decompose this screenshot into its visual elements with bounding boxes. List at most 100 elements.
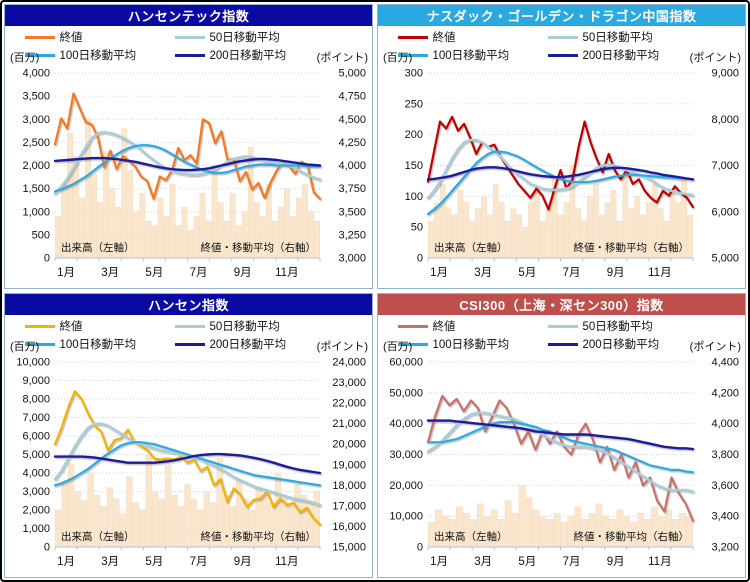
left-axis-unit-label: (百万): [383, 52, 413, 64]
svg-text:15,000: 15,000: [332, 542, 366, 554]
svg-text:8,000: 8,000: [22, 394, 50, 406]
svg-text:5月: 5月: [145, 267, 163, 279]
svg-text:19,000: 19,000: [332, 459, 366, 471]
svg-text:4,400: 4,400: [711, 357, 739, 369]
svg-text:21,000: 21,000: [332, 418, 366, 430]
svg-text:9月: 9月: [607, 267, 625, 279]
svg-text:10,000: 10,000: [16, 357, 50, 369]
svg-text:9月: 9月: [234, 556, 252, 568]
svg-text:11月: 11月: [275, 556, 298, 568]
close-line-swatch: [24, 324, 55, 328]
legend-area: (百万) 終値 50日移動平均 100日移動平均 200日移動平均 (ポイント): [5, 315, 372, 355]
svg-text:3,400: 3,400: [711, 511, 739, 523]
svg-text:23,000: 23,000: [332, 377, 366, 389]
legend-label: 100日移動平均: [432, 50, 510, 62]
ma50-line-swatch: [547, 324, 578, 328]
panel-hang-seng: ハンセン指数 (百万) 終値 50日移動平均 100日移動平均 200日移動平均…: [4, 293, 373, 578]
right-axis-unit-label: (ポイント): [316, 341, 368, 353]
svg-text:3,500: 3,500: [22, 91, 50, 103]
svg-text:50: 50: [411, 222, 423, 234]
panel-title: ナスダック・ゴールデン・ドラゴン中国指数: [426, 9, 697, 24]
svg-text:3,000: 3,000: [22, 114, 50, 126]
svg-text:4,000: 4,000: [22, 468, 50, 480]
svg-text:3,000: 3,000: [22, 486, 50, 498]
legend-label: 100日移動平均: [59, 339, 137, 351]
legend-label: 50日移動平均: [209, 321, 280, 333]
legend-item-ma100: 100日移動平均: [397, 47, 548, 63]
svg-text:7,000: 7,000: [711, 160, 739, 172]
svg-text:3,800: 3,800: [711, 449, 739, 461]
panel-title: ハンセンテック指数: [127, 9, 250, 24]
svg-text:出来高（左軸）: 出来高（左軸）: [434, 530, 508, 543]
legend-area: (百万) 終値 50日移動平均 100日移動平均 200日移動平均 (ポイント): [5, 26, 372, 66]
svg-text:0: 0: [44, 253, 50, 265]
svg-text:5月: 5月: [518, 556, 536, 568]
legend: 終値 50日移動平均 100日移動平均 200日移動平均: [378, 26, 745, 63]
panel-title-bar: CSI300（上海・深セン300）指数: [378, 294, 745, 315]
svg-text:100: 100: [405, 191, 423, 203]
ma50-line-swatch: [174, 324, 205, 328]
ma100-line-swatch: [24, 53, 55, 57]
svg-text:9,000: 9,000: [22, 375, 50, 387]
legend-item-ma50: 50日移動平均: [547, 29, 726, 45]
svg-text:20,000: 20,000: [332, 439, 366, 451]
svg-text:10,000: 10,000: [389, 511, 423, 523]
svg-text:3月: 3月: [101, 267, 119, 279]
svg-text:18,000: 18,000: [332, 480, 366, 492]
legend-label: 200日移動平均: [582, 50, 660, 62]
svg-text:7,000: 7,000: [22, 412, 50, 424]
svg-text:250: 250: [405, 98, 423, 110]
panel-title-bar: ハンセンテック指数: [5, 5, 372, 26]
svg-text:5,000: 5,000: [711, 253, 739, 265]
svg-text:3,750: 3,750: [338, 183, 366, 195]
svg-text:8,000: 8,000: [711, 114, 739, 126]
ma200-line-swatch: [174, 53, 205, 57]
svg-text:3月: 3月: [101, 556, 119, 568]
legend-item-ma100: 100日移動平均: [397, 336, 548, 352]
panel-nasdaq-golden-dragon: ナスダック・ゴールデン・ドラゴン中国指数 (百万) 終値 50日移動平均 100…: [377, 4, 746, 289]
legend-area: (百万) 終値 50日移動平均 100日移動平均 200日移動平均 (ポイント): [378, 315, 745, 355]
chart-nasdaq-golden-dragon: 300 250 200 150 100 50 0 9,000 8,000 7,000 6,000 5,…: [405, 68, 739, 280]
svg-text:出来高（左軸）: 出来高（左軸）: [61, 530, 135, 543]
svg-text:2,000: 2,000: [22, 505, 50, 517]
svg-text:1月: 1月: [430, 556, 448, 568]
svg-text:60,000: 60,000: [389, 357, 423, 369]
legend-label: 200日移動平均: [209, 339, 287, 351]
panel-hang-seng-tech: ハンセンテック指数 (百万) 終値 50日移動平均 100日移動平均 200日移…: [4, 4, 373, 289]
svg-text:1,500: 1,500: [22, 183, 50, 195]
legend-item-ma100: 100日移動平均: [24, 47, 175, 63]
svg-text:20,000: 20,000: [389, 480, 423, 492]
svg-text:7月: 7月: [190, 556, 208, 568]
svg-text:24,000: 24,000: [332, 357, 366, 369]
svg-text:0: 0: [417, 253, 423, 265]
legend-area: (百万) 終値 50日移動平均 100日移動平均 200日移動平均 (ポイント): [378, 26, 745, 66]
legend-item-close: 終値: [24, 318, 175, 334]
chart-hang-seng-tech: 4,000 3,500 3,000 2,500 2,000 1,500 1,000 500 0 5…: [22, 68, 366, 280]
svg-text:終値・移動平均（右軸）: 終値・移動平均（右軸）: [201, 530, 317, 543]
svg-text:50,000: 50,000: [389, 387, 423, 399]
svg-text:150: 150: [405, 160, 423, 172]
svg-text:5,000: 5,000: [338, 68, 366, 80]
ma200-line-swatch: [547, 53, 578, 57]
legend-label: 終値: [59, 32, 83, 44]
legend-item-ma200: 200日移動平均: [547, 47, 726, 63]
legend-item-ma50: 50日移動平均: [547, 318, 726, 334]
svg-text:11月: 11月: [275, 267, 298, 279]
legend: 終値 50日移動平均 100日移動平均 200日移動平均: [5, 315, 372, 352]
svg-text:3,600: 3,600: [711, 480, 739, 492]
svg-text:2,500: 2,500: [22, 137, 50, 149]
ma100-line-swatch: [397, 53, 428, 57]
left-axis-unit-label: (百万): [383, 341, 413, 353]
svg-text:4,200: 4,200: [711, 387, 739, 399]
legend-label: 200日移動平均: [209, 50, 287, 62]
svg-text:3月: 3月: [474, 556, 492, 568]
svg-text:9,000: 9,000: [711, 68, 739, 80]
legend-label: 終値: [432, 321, 456, 333]
svg-text:3月: 3月: [474, 267, 492, 279]
ma100-line-swatch: [397, 342, 428, 346]
svg-text:40,000: 40,000: [389, 418, 423, 430]
left-axis-unit-label: (百万): [10, 341, 40, 353]
panel-title-bar: ナスダック・ゴールデン・ドラゴン中国指数: [378, 5, 745, 26]
svg-text:2,000: 2,000: [22, 160, 50, 172]
svg-text:4,750: 4,750: [338, 91, 366, 103]
